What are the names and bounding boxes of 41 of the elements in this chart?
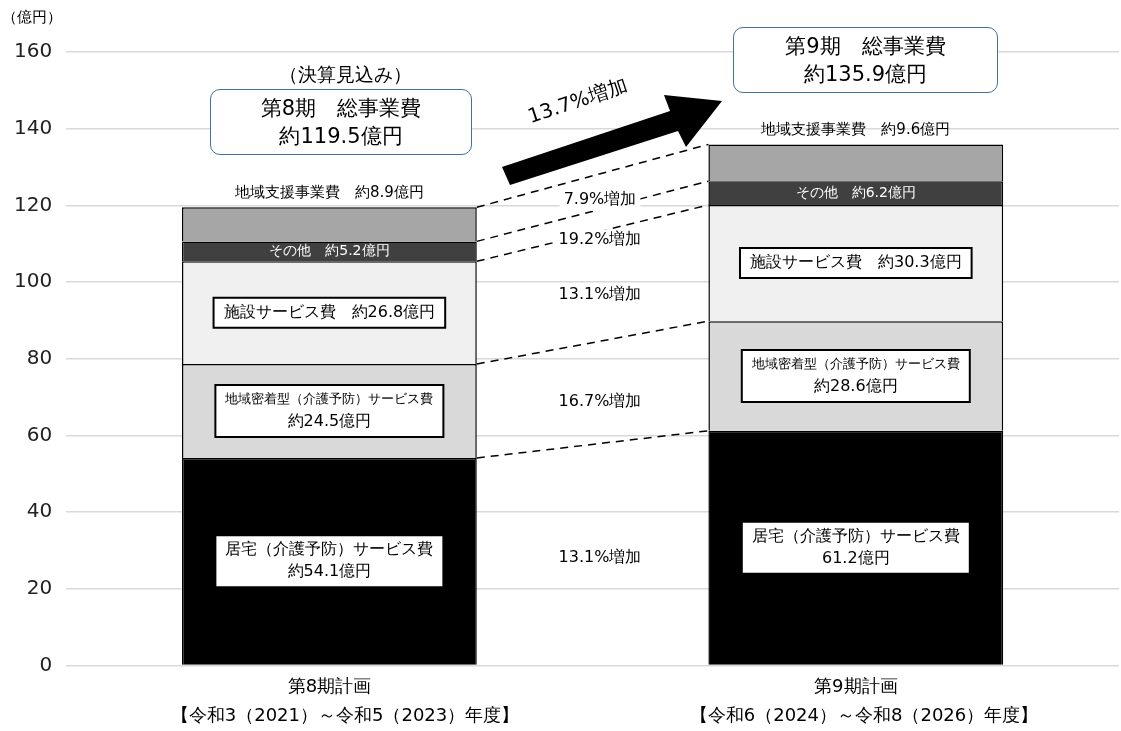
x-tick-label: 第8期計画 — [287, 674, 372, 696]
text: 【令和6（2024）～令和8（2026）年度】 — [689, 703, 1039, 725]
annotation: 13.7%増加 — [524, 72, 631, 128]
callout-box: 第8期 総事業費 約119.5億円 — [210, 89, 472, 155]
callout-box: 第9期 総事業費 約135.9億円 — [733, 27, 998, 93]
annotation: 約119.5億円 — [279, 123, 403, 150]
annotation: 13.1%増加 — [558, 284, 642, 304]
y-tick-label: 140 — [13, 114, 53, 139]
series-label: 地域密着型（介護予防）サービス費 — [224, 391, 434, 407]
y-tick-label: 20 — [26, 574, 53, 599]
annotation: （決算見込み） — [278, 62, 412, 85]
text: 【令和3（2021）～令和5（2023）年度】 — [170, 703, 520, 725]
annotation: 約135.9億円 — [803, 61, 928, 88]
data-label: 61.2億円 — [821, 547, 890, 567]
x-tick-label: 第9期計画 — [814, 674, 898, 696]
data-label: 約54.1億円 — [287, 561, 372, 581]
text: 地域支援事業費 約9.6億円 — [761, 120, 951, 139]
y-tick-label: 40 — [26, 498, 53, 523]
annotation: 第9期 総事業費 — [785, 33, 946, 60]
text: 施設サービス費 約30.3億円 — [749, 252, 962, 272]
y-tick-label: 80 — [26, 344, 53, 369]
text: その他 約5.2億円 — [269, 242, 390, 258]
data-label: 約24.5億円 — [287, 411, 372, 431]
text: 地域密着型（介護予防）サービス費 — [751, 356, 960, 372]
annotation: 13.1%増加 — [558, 547, 642, 567]
text: 居宅（介護予防）サービス費 — [751, 525, 960, 545]
annotation: 7.9%増加 — [563, 189, 637, 209]
y-tick-label: 60 — [26, 421, 53, 446]
y-tick-label: 160 — [13, 38, 53, 63]
text: 施設サービス費 約26.8億円 — [223, 301, 436, 321]
y-tick-label: 0 — [39, 651, 53, 676]
series-label: 居宅（介護予防）サービス費 — [225, 539, 434, 559]
annotation: 第8期 総事業費 — [260, 95, 422, 122]
y-axis-title: （億円） — [2, 7, 62, 26]
y-tick-label: 120 — [13, 191, 53, 216]
text: その他 約6.2億円 — [795, 183, 916, 200]
y-tick-label: 100 — [13, 268, 53, 293]
annotation: 19.2%増加 — [558, 229, 642, 249]
text: 地域支援事業費 約8.9億円 — [234, 183, 424, 202]
data-label: 約28.6億円 — [813, 376, 898, 396]
annotation: 16.7%増加 — [558, 391, 642, 411]
